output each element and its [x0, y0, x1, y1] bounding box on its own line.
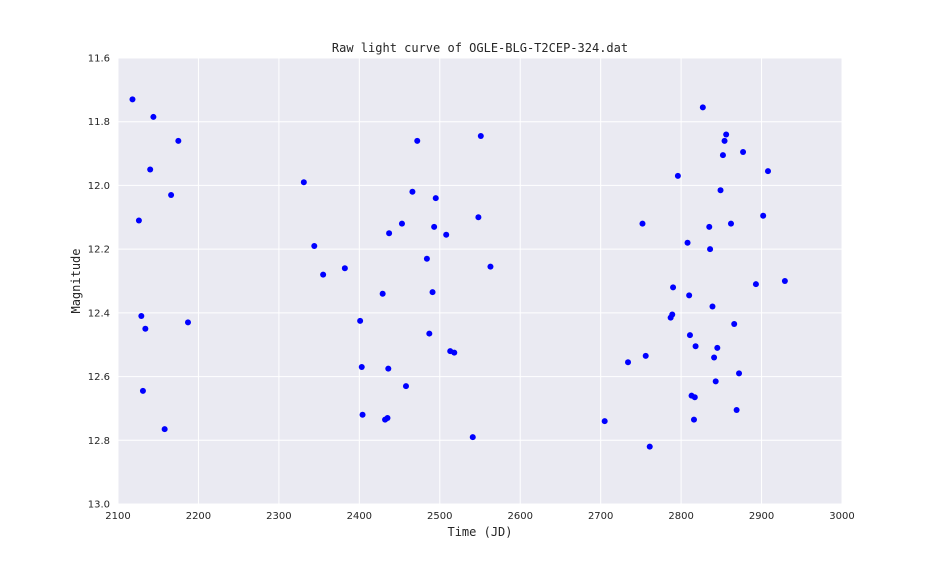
data-point: [311, 242, 318, 249]
data-point: [719, 152, 726, 159]
data-point: [398, 220, 405, 227]
x-tick-label: 2500: [427, 511, 452, 522]
data-point: [429, 289, 436, 296]
data-point: [357, 317, 364, 324]
data-point: [781, 278, 788, 284]
data-point: [161, 426, 168, 433]
x-axis-label: Time (JD): [447, 525, 512, 539]
data-point: [358, 364, 365, 371]
data-point: [752, 281, 759, 288]
data-point: [147, 166, 154, 173]
x-tick-label: 2800: [668, 511, 693, 522]
data-point: [691, 394, 698, 401]
x-tick-label: 2600: [507, 511, 532, 522]
data-point: [426, 330, 433, 337]
data-point: [601, 418, 608, 425]
data-point: [711, 354, 718, 361]
data-point: [320, 271, 327, 278]
data-point: [142, 325, 149, 332]
data-point: [477, 133, 484, 140]
data-point: [670, 284, 677, 291]
data-point: [674, 172, 681, 179]
x-tick-label: 2400: [347, 511, 372, 522]
data-point: [487, 263, 494, 270]
x-tick-label: 2900: [749, 511, 774, 522]
data-point: [432, 195, 439, 202]
data-point: [138, 313, 145, 320]
data-point: [129, 96, 136, 103]
data-point: [727, 220, 734, 227]
data-point: [384, 414, 391, 421]
data-point: [341, 265, 348, 272]
data-point: [451, 349, 458, 356]
data-point: [168, 191, 175, 198]
x-tick-labels: 2100 2200 2300 2400 2500 2600 2700 2800 2900 3000: [105, 511, 854, 522]
data-point: [712, 378, 719, 385]
y-tick-label: 12.4: [88, 308, 110, 319]
data-point: [717, 187, 724, 194]
data-point: [699, 104, 706, 111]
data-point: [733, 407, 740, 414]
data-points: [129, 96, 788, 450]
y-tick-label: 13.0: [88, 500, 110, 511]
plot-background: [118, 58, 842, 504]
data-point: [402, 383, 409, 390]
data-point: [669, 311, 676, 318]
x-tick-label: 3000: [829, 511, 854, 522]
data-point: [723, 131, 730, 138]
data-point: [139, 387, 146, 394]
data-point: [740, 148, 747, 155]
y-tick-label: 12.2: [88, 245, 110, 256]
data-point: [760, 212, 767, 219]
data-point: [184, 319, 191, 326]
x-tick-label: 2200: [186, 511, 211, 522]
data-point: [423, 255, 430, 262]
y-tick-label: 11.8: [88, 117, 110, 128]
data-point: [300, 179, 307, 186]
data-point: [639, 220, 646, 227]
data-point: [443, 231, 450, 238]
data-point: [175, 137, 182, 144]
data-point: [721, 137, 728, 144]
data-point: [379, 290, 386, 297]
data-point: [686, 292, 693, 299]
data-point: [385, 365, 392, 372]
data-point: [642, 352, 649, 359]
data-point: [731, 321, 738, 328]
y-tick-labels: 11.6 11.8 12.0 12.2 12.4 12.6 12.8 13.0: [88, 54, 110, 511]
data-point: [692, 343, 699, 350]
x-tick-label: 2700: [588, 511, 613, 522]
y-tick-label: 12.6: [88, 372, 110, 383]
data-point: [684, 239, 691, 246]
data-point: [690, 416, 697, 423]
y-tick-label: 12.0: [88, 181, 110, 192]
y-tick-label: 12.8: [88, 436, 110, 447]
data-point: [469, 434, 476, 441]
y-tick-label: 11.6: [88, 54, 110, 65]
data-point: [359, 411, 366, 418]
data-point: [709, 303, 716, 310]
data-point: [764, 168, 771, 175]
chart-title: Raw light curve of OGLE-BLG-T2CEP-324.da…: [332, 41, 628, 55]
x-tick-label: 2100: [105, 511, 130, 522]
data-point: [646, 443, 653, 450]
x-tick-label: 2300: [266, 511, 291, 522]
data-point: [736, 370, 743, 377]
y-axis-label: Magnitude: [69, 248, 83, 313]
grid: [117, 57, 843, 505]
data-point: [409, 188, 416, 195]
data-point: [135, 217, 142, 224]
data-point: [431, 223, 438, 230]
data-point: [414, 137, 421, 144]
data-point: [386, 230, 393, 237]
data-point: [707, 246, 714, 253]
data-point: [150, 113, 157, 120]
data-point: [714, 344, 721, 351]
data-point: [475, 214, 482, 221]
data-point: [706, 223, 713, 230]
data-point: [686, 332, 693, 339]
data-point: [625, 359, 632, 366]
